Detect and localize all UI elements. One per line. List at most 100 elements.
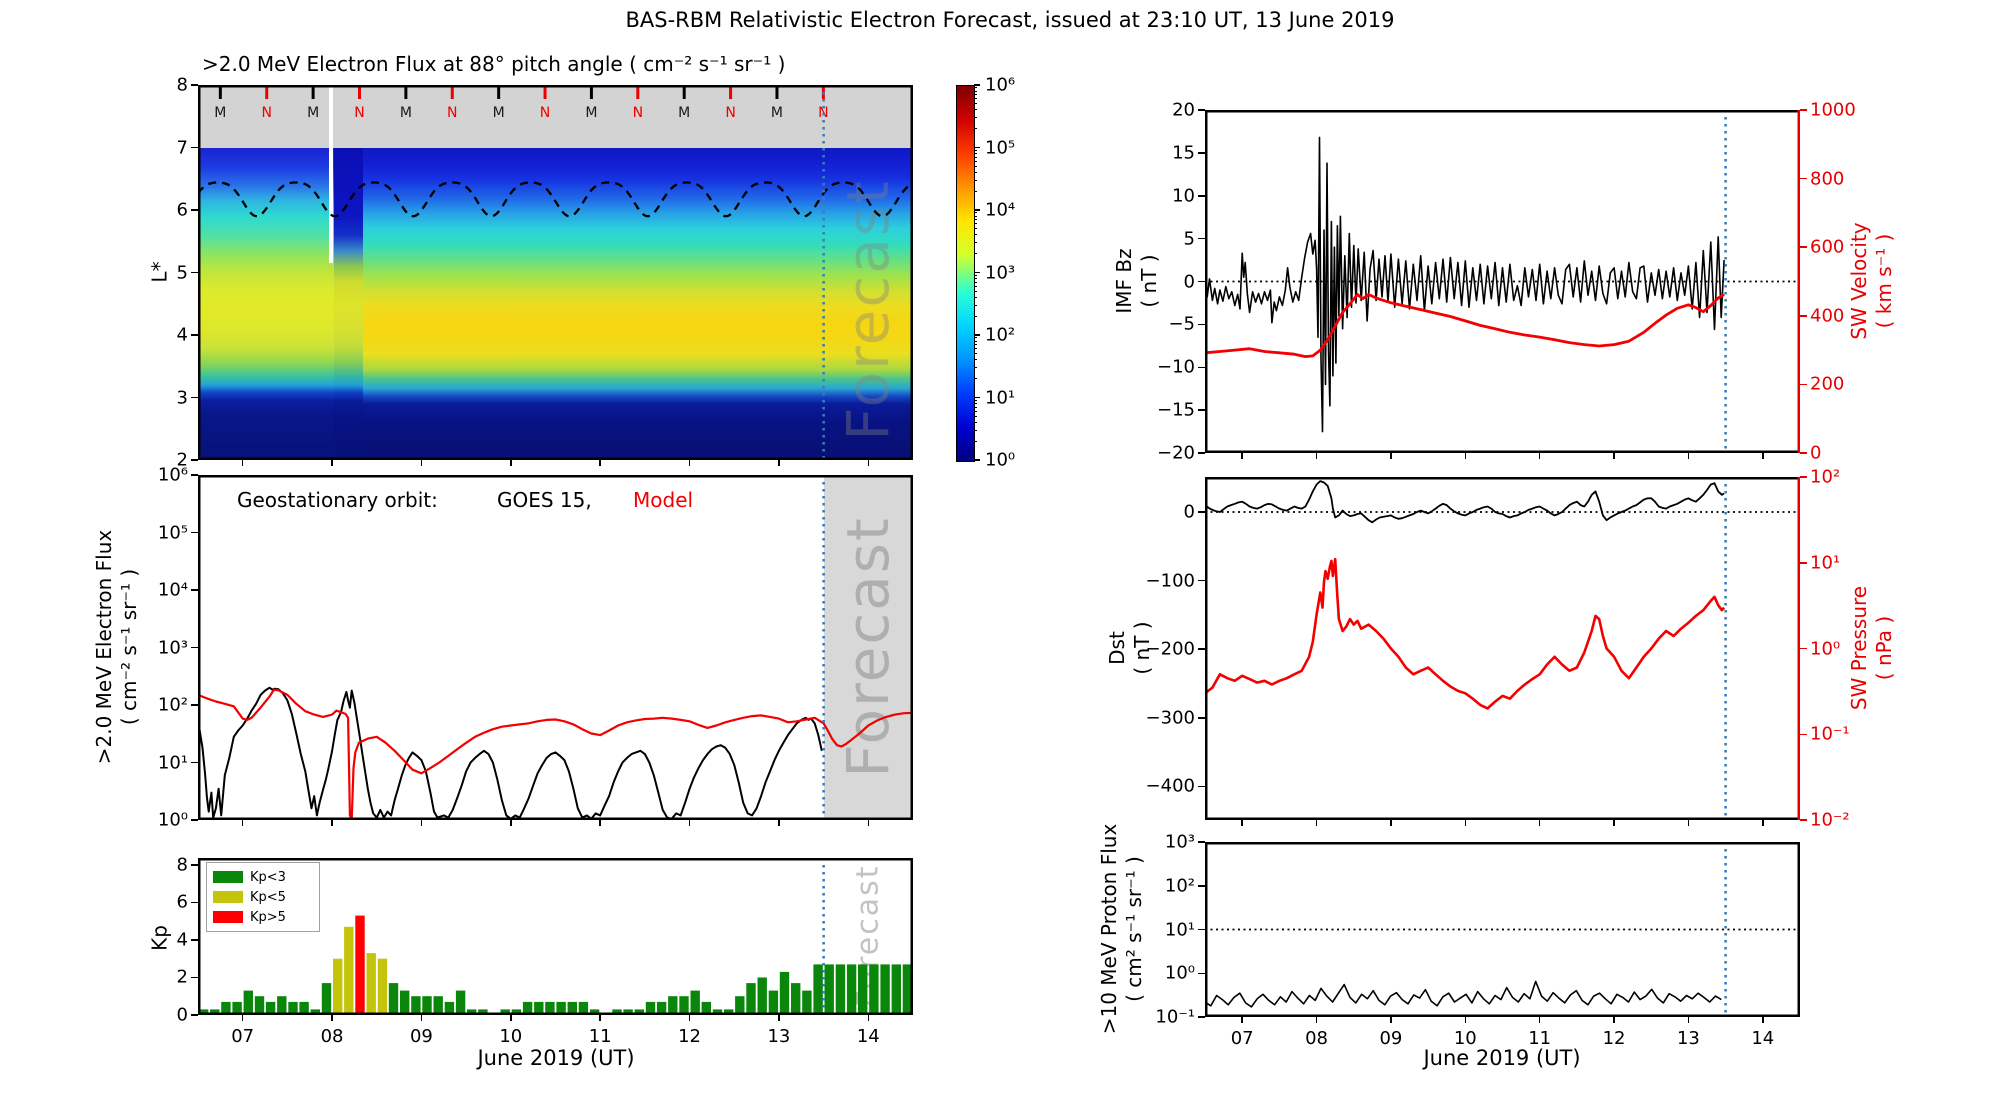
colorbar [956,85,975,462]
y-tick-label: 4 [176,324,188,346]
axis-tick [1800,246,1807,248]
axis-tick [191,819,198,821]
axis-tick [1800,476,1807,478]
y-tick-label: 10⁰ [157,809,188,831]
colorbar-minor-tick [974,337,977,339]
mn-label: N [261,105,272,121]
axis-tick [1800,647,1807,650]
axis-tick [510,820,512,826]
y-tick-label: 800 [1810,168,1845,190]
sw-pressure-ylabel-line1: SW Pressure [1847,585,1871,711]
colorbar-tick [974,396,980,399]
colorbar-minor-tick [974,179,977,181]
proton-flux-ylabel-line2: ( cm² s⁻¹ sr⁻¹ ) [1122,856,1146,1002]
sw-velocity-ylabel-line2: ( km s⁻¹ ) [1872,233,1896,329]
axis-tick [1538,820,1541,826]
axis-tick [1198,452,1205,454]
axis-tick [1687,453,1690,459]
colorbar-minor-tick [974,278,977,280]
colorbar-minor-tick [974,190,977,192]
mn-label: N [725,105,736,121]
axis-tick [191,396,198,399]
axis-tick [191,976,198,979]
heatmap-column [198,147,334,460]
axis-tick [510,460,512,466]
colorbar-tick [974,146,980,149]
axis-tick [241,820,244,826]
colorbar-tick-label: 10⁴ [985,199,1016,221]
x-tick-label: 10 [1453,1028,1477,1049]
axis-tick [1538,1017,1541,1023]
axis-tick [1241,453,1243,459]
imf-ylabel-line1: IMF Bz [1112,248,1136,314]
spectrogram-panel: MNMNMNMNMNMNMN Forecast [198,85,913,460]
mn-label: M [399,105,412,121]
axis-tick [241,460,244,466]
axis-tick [191,589,198,591]
axis-tick [1198,648,1205,650]
colorbar-minor-tick [974,98,977,100]
sw-pressure-ylabel: SW Pressure ( nPa ) [1847,586,1897,710]
spectrogram-plot [198,85,913,460]
colorbar-minor-tick [974,212,977,214]
axis-tick [191,531,198,534]
axis-tick [1241,820,1243,826]
axis-tick [1538,453,1541,459]
proton-flux-ylabel-line1: >10 MeV Proton Flux [1097,823,1121,1035]
spectrogram-title: >2.0 MeV Electron Flux at 88° pitch angl… [202,52,786,76]
y-tick-label: 8 [176,74,188,96]
axis-tick [1198,785,1205,788]
colorbar-minor-tick [974,87,977,89]
electron-flux-ylabel: >2.0 MeV Electron Flux ( cm⁻² s⁻¹ sr⁻¹ ) [92,530,142,764]
colorbar-tick-label: 10⁰ [985,449,1016,471]
y-tick-label: 5 [1183,228,1195,250]
kp-legend-label: Kp>5 [250,909,286,925]
colorbar-minor-tick [974,109,977,111]
left-xaxis-label: June 2019 (UT) [477,1046,635,1070]
y-tick-label: −200 [1145,638,1195,660]
mn-label: N [632,105,644,121]
colorbar-tick-label: 10³ [985,262,1016,283]
y-tick-label: 7 [176,137,188,158]
colorbar-minor-tick [974,219,977,221]
colorbar-minor-tick [974,153,977,155]
imf-plot [1205,110,1800,453]
y-tick-label: 10⁻¹ [1155,1006,1195,1028]
axis-tick [778,460,780,466]
legend-model-label: Model [633,488,694,512]
y-tick-label: −5 [1168,313,1195,335]
axis-tick [1198,366,1205,368]
y-tick-label: 10¹ [1164,919,1195,940]
x-tick-label: 07 [1230,1028,1254,1049]
y-tick-label: −20 [1157,442,1195,464]
axis-tick [191,459,198,461]
axis-tick [1198,109,1205,111]
axis-tick [1762,1017,1764,1023]
colorbar-minor-tick [974,378,977,380]
spectrogram-orbit-band [198,85,913,148]
colorbar-minor-tick [974,353,977,355]
colorbar-minor-tick [974,128,977,130]
colorbar-minor-tick [974,367,977,369]
y-tick-label: 10¹ [1810,552,1841,574]
y-tick-label: 10⁰ [1164,962,1195,984]
x-tick-label: 11 [588,1026,612,1047]
mn-label: M [492,105,505,121]
axis-tick [420,460,423,466]
y-tick-label: 3 [176,387,188,408]
y-tick-label: 10⁴ [157,579,188,601]
colorbar-minor-tick [974,429,977,431]
axis-tick [191,146,198,149]
axis-tick [1315,820,1318,826]
colorbar-minor-tick [974,253,977,255]
axis-tick [1198,280,1205,283]
electron-flux-ylabel-line2: ( cm⁻² s⁻¹ sr⁻¹ ) [117,568,141,726]
axis-tick [867,820,870,826]
axis-tick [1464,820,1467,826]
colorbar-minor-tick [974,90,977,92]
proton-flux-panel [1205,842,1800,1017]
y-tick-label: 6 [176,891,188,913]
heatmap-column [333,147,364,460]
axis-tick [1198,195,1205,197]
